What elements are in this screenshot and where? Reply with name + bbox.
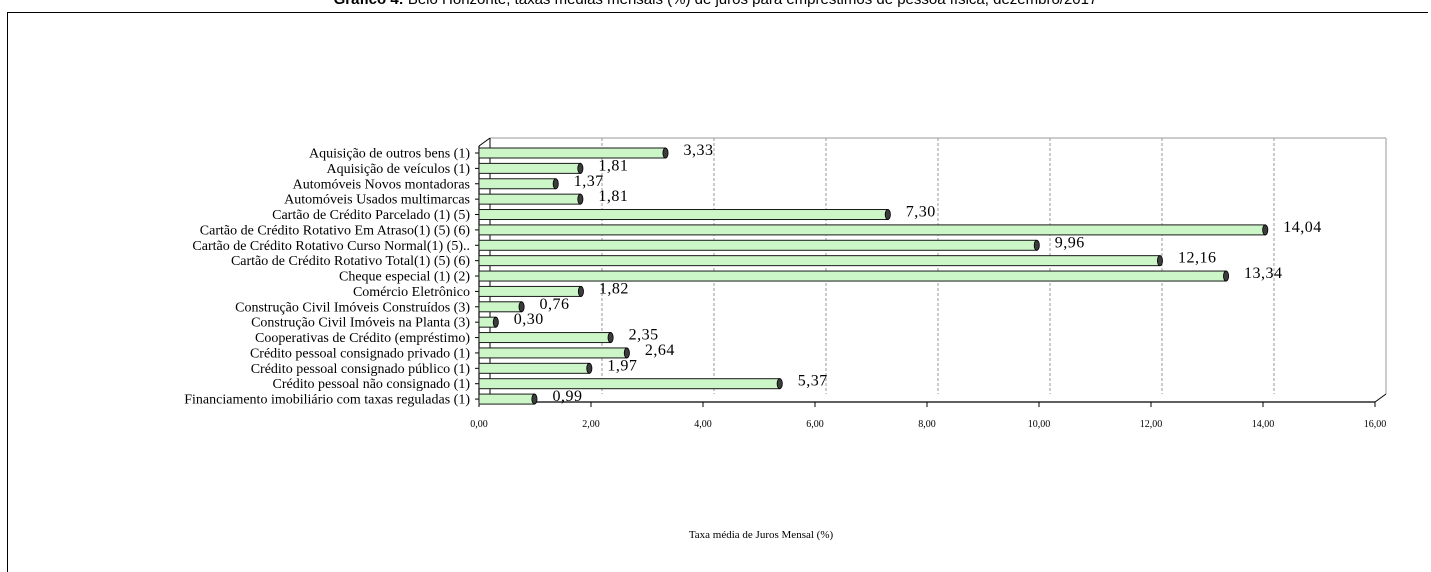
bar-end-cap xyxy=(586,362,593,374)
bar xyxy=(478,347,628,359)
bar-end-cap xyxy=(1033,239,1040,251)
bar xyxy=(478,209,889,221)
bar xyxy=(478,362,590,374)
labels-layer: 0,00 2,00 4,00 6,00 8,00 10,00 12,00 14,00 16,00… xyxy=(184,142,1386,430)
bar-end-cap xyxy=(776,378,783,390)
bar xyxy=(478,162,581,174)
data-label: 5,37 xyxy=(798,373,828,390)
bar-end-cap xyxy=(1262,224,1269,236)
data-label: 1,82 xyxy=(599,280,629,297)
bar-end-cap xyxy=(531,393,538,405)
page-title: Gráfico 4: Belo Horizonte, taxas médias … xyxy=(0,0,1431,8)
bar-end-cap xyxy=(577,162,584,174)
bar-end-cap xyxy=(623,347,630,359)
bar xyxy=(478,193,581,205)
data-label: 1,37 xyxy=(574,173,604,190)
bar-end-cap xyxy=(607,332,614,343)
bar-end-cap xyxy=(518,301,525,313)
page-title-prefix: Gráfico 4: xyxy=(334,0,404,8)
bar-end-cap xyxy=(552,178,559,190)
category-label: Financiamento imobiliário com taxas regu… xyxy=(184,393,470,408)
bar-end-cap xyxy=(577,286,584,297)
category-label: Automóveis Novos montadoras xyxy=(293,177,470,192)
bar-end-cap xyxy=(492,316,499,328)
data-label: 2,35 xyxy=(629,327,659,344)
bar-end-cap xyxy=(884,209,891,220)
bar-end-cap xyxy=(1223,270,1230,282)
category-label: Cheque especial (1) (2) xyxy=(339,270,470,285)
category-label: Cartão de Crédito Rotativo Em Atraso(1) … xyxy=(200,223,471,238)
data-label: 12,16 xyxy=(1178,250,1217,267)
bar xyxy=(478,147,666,159)
category-label: Aquisição de outros bens (1) xyxy=(309,147,470,162)
x-tick-label: 8,00 xyxy=(918,419,936,430)
data-label: 14,04 xyxy=(1283,219,1322,236)
data-label: 1,81 xyxy=(598,157,628,174)
category-label: Cooperativas de Crédito (empréstimo) xyxy=(255,331,470,346)
category-label: Cartão de Crédito Parcelado (1) (5) xyxy=(272,208,470,223)
category-label: Crédito pessoal consignado privado (1) xyxy=(250,346,470,361)
bar xyxy=(478,178,557,190)
bar-end-cap xyxy=(577,193,584,205)
bar xyxy=(478,332,612,344)
category-label: Cartão de Crédito Rotativo Total(1) (5) … xyxy=(231,254,470,269)
x-tick-label: 12,00 xyxy=(1140,419,1163,430)
bar xyxy=(478,378,781,390)
category-label: Crédito pessoal não consignado (1) xyxy=(272,377,470,392)
x-tick-label: 6,00 xyxy=(806,419,824,430)
category-label: Automóveis Usados multimarcas xyxy=(284,193,470,208)
x-tick-label: 2,00 xyxy=(582,419,600,430)
y-axis-depth-top xyxy=(478,137,491,147)
chart-frame xyxy=(7,12,1428,572)
data-label: 0,76 xyxy=(540,296,570,313)
x-tick-label: 0,00 xyxy=(470,419,488,430)
data-label: 7,30 xyxy=(906,204,936,221)
bar xyxy=(478,393,535,405)
x-axis-title: Taxa média de Juros Mensal (%) xyxy=(689,529,834,541)
bar xyxy=(478,255,1161,267)
data-label: 2,64 xyxy=(645,342,675,359)
data-label: 0,30 xyxy=(514,311,544,328)
data-label: 3,33 xyxy=(683,142,713,159)
bar-end-cap xyxy=(662,147,669,159)
bars-layer xyxy=(478,147,1269,405)
category-label: Construção Civil Imóveis na Planta (3) xyxy=(251,316,470,331)
x-tick-label: 10,00 xyxy=(1028,419,1051,430)
x-tick-label: 4,00 xyxy=(694,419,712,430)
category-label: Crédito pessoal consignado público (1) xyxy=(251,362,471,377)
data-label: 1,97 xyxy=(607,357,637,374)
data-label: 13,34 xyxy=(1244,265,1283,282)
x-axis-depth-right xyxy=(1374,393,1387,403)
category-label: Cartão de Crédito Rotativo Curso Normal(… xyxy=(192,239,470,254)
category-label: Comércio Eletrônico xyxy=(353,285,470,300)
data-label: 1,81 xyxy=(598,188,628,205)
bar xyxy=(478,239,1038,251)
data-label: 9,96 xyxy=(1055,234,1085,251)
bar-end-cap xyxy=(1156,255,1163,267)
x-tick-label: 16,00 xyxy=(1364,419,1387,430)
category-label: Aquisição de veículos (1) xyxy=(327,162,471,177)
x-tick-label: 14,00 xyxy=(1252,419,1275,430)
category-label: Construção Civil Imóveis Construídos (3) xyxy=(235,300,470,315)
page-title-text: Belo Horizonte, taxas médias mensais (%)… xyxy=(404,0,1098,8)
bar xyxy=(478,270,1227,282)
data-label: 0,99 xyxy=(552,388,582,405)
bar xyxy=(478,224,1266,236)
